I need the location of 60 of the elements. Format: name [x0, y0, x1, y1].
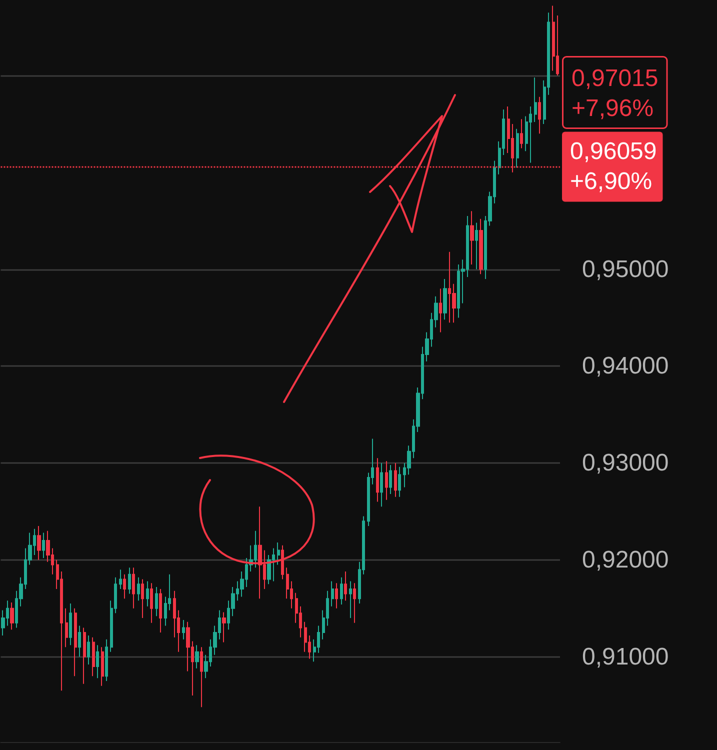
- candlestick: [92, 636, 95, 677]
- candlestick: [516, 128, 519, 168]
- candlestick: [529, 106, 532, 164]
- candlestick: [200, 646, 203, 708]
- candlestick: [331, 580, 334, 607]
- candlestick: [439, 288, 442, 333]
- candlestick: [101, 646, 104, 686]
- candlestick: [150, 582, 153, 624]
- ref-line-label: 0,96059 +6,90%: [570, 138, 657, 196]
- candlestick: [146, 580, 149, 607]
- candlestick: [389, 464, 392, 495]
- candlestick: [65, 608, 68, 648]
- candlestick: [105, 638, 108, 682]
- candlestick: [137, 576, 140, 602]
- candlestick: [159, 588, 162, 634]
- y-tick-label: 0,92000: [582, 546, 669, 574]
- candlestick: [119, 569, 122, 590]
- candlestick: [376, 458, 379, 502]
- candlestick: [195, 644, 199, 669]
- y-tick-label: 0,91000: [582, 643, 669, 670]
- y-tick-label: 0,94000: [582, 352, 669, 380]
- candlestick: [534, 76, 537, 123]
- candlestick: [96, 644, 99, 679]
- candlestick: [155, 586, 158, 617]
- candlestick: [398, 466, 401, 498]
- candlestick: [552, 5, 555, 72]
- candlestick: [83, 627, 86, 684]
- candlestick: [475, 222, 478, 270]
- candlestick: [37, 525, 41, 560]
- candlestick: [141, 578, 144, 619]
- candlestick: [258, 506, 262, 600]
- candlestick: [470, 210, 474, 265]
- candlestick: [128, 567, 131, 594]
- candlestick: [479, 218, 483, 275]
- text: 0,97015 +7,96%: [572, 65, 658, 122]
- candlestick: [340, 576, 343, 605]
- candlestick: [335, 582, 338, 609]
- candlestick: [353, 582, 356, 624]
- candlestick: [182, 619, 185, 640]
- candlestick: [349, 580, 352, 619]
- y-tick-label: 0,95000: [582, 256, 669, 283]
- candlestick: [281, 544, 284, 580]
- candlestick: [74, 608, 77, 677]
- y-tick-label: 0,93000: [582, 450, 669, 477]
- candlestick: [10, 602, 14, 630]
- candlestick: [42, 532, 45, 558]
- candlestick: [538, 96, 541, 134]
- candlestick: [132, 567, 135, 609]
- candlestick: [87, 634, 90, 666]
- candlestick: [78, 625, 81, 658]
- candlestick: [385, 460, 388, 500]
- candlestick: [69, 602, 72, 646]
- candlestick: [443, 278, 447, 320]
- candlestick: [520, 118, 523, 149]
- candlestick: [344, 571, 347, 602]
- candlestick: [380, 462, 383, 508]
- candlestick: [277, 542, 280, 566]
- candlestick: [123, 574, 126, 600]
- candlestick: [394, 462, 397, 498]
- candlestick: [222, 612, 226, 643]
